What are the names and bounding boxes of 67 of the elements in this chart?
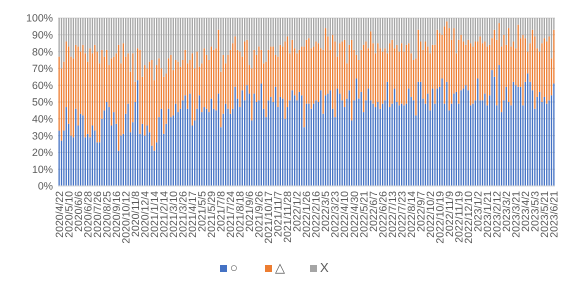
x-tick-label: 2021/7/8 [216,190,228,232]
x-tick-label: 2023/1/21 [482,190,494,238]
y-tick-label: 80% [32,46,53,58]
x-tick-label: 2021/11/7 [272,190,285,237]
x-tick-label: 2022/6/7 [368,190,380,232]
x-tick-label: 2020/11/8 [130,190,142,237]
x-tick-label: 2020/9/16 [110,190,123,238]
y-tick-label: 10% [32,164,53,176]
x-tick-label: 2021/5/29 [206,190,218,238]
y-tick-label: 60% [32,80,53,92]
x-tick-label: 2021/3/26 [177,190,190,238]
x-tick-label: 2022/1/2 [292,190,304,232]
x-tick-label: 2022/11/9 [444,190,456,237]
y-tick-label: 30% [32,130,53,142]
x-tick-label: 2021/9/26 [254,190,266,238]
x-tick-label: 2021/4/17 [187,190,200,238]
x-tick-label: 2023/3/21 [510,190,522,238]
x-tick-label: 2023/1/2 [472,190,484,232]
y-tick-label: 20% [32,147,53,160]
x-tick-label: 2023/2/12 [491,190,504,238]
legend-label: △ [275,260,285,275]
legend-label: X [320,260,329,275]
x-tick-label: 2021/10/17 [263,190,276,244]
x-tick-label: 2022/7/13 [386,190,399,238]
x-tick-label: 2022/3/5 [320,190,332,232]
y-tick-label: 90% [32,29,53,42]
x-tick-label: 2022/4/10 [339,190,352,238]
x-tick-label: 2022/9/7 [415,190,428,232]
x-tick-label: 2021/1/14 [148,190,161,238]
y-tick-label: 100% [26,12,53,25]
x-tick-label: 2022/7/23 [396,190,408,238]
x-tick-label: 2021/11/28 [282,190,294,243]
x-tick-label: 2020/7/26 [92,190,104,238]
x-tick-label: 2021/8/18 [234,190,247,238]
y-tick-label: 50% [32,96,53,109]
x-tick-label: 2021/2/14 [158,190,170,238]
x-tick-label: 2022/2/16 [310,190,323,238]
x-tick-label: 2023/5/21 [539,190,552,238]
x-tick-label: 2020/5/10 [63,190,76,238]
x-tick-label: 2020/4/22 [54,190,66,238]
y-tick-label: 40% [32,113,53,126]
x-tick-label: 2020/6/6 [72,190,85,232]
x-tick-label: 2022/11/19 [453,190,466,243]
x-tick-label: 2022/1/26 [301,190,314,238]
x-tick-label: 2022/3/23 [330,190,342,238]
x-tick-label: 2020/6/28 [82,190,94,238]
x-tick-label: 2021/9/6 [244,190,256,232]
x-tick-label: 2022/10/2 [424,190,437,238]
x-tick-label: 2021/7/24 [225,190,238,238]
x-tick-label: 2020/10/12 [120,190,132,244]
x-tick-label: 2023/3/2 [500,190,513,232]
y-tick-label: 70% [32,63,53,76]
x-tick-label: 2022/8/14 [406,190,418,238]
x-tick-label: 2023/6/21 [548,190,561,238]
x-tick-label: 2020/12/4 [139,190,152,238]
x-tick-label: 2022/12/10 [462,190,475,244]
x-tick-label: 2020/8/25 [101,190,114,238]
x-tick-label: 2023/4/2 [520,190,532,232]
x-tick-label: 2021/5/5 [196,190,209,232]
x-tick-label: 2022/4/30 [348,190,361,238]
x-tick-label: 2021/3/10 [168,190,180,238]
x-tick-label: 2023/5/3 [530,190,542,232]
x-tick-label: 2022/6/26 [377,190,390,238]
legend-label: ○ [230,260,238,275]
y-tick-label: 0% [38,180,53,193]
x-tick-label: 2022/10/19 [434,190,446,244]
x-tick-label: 2022/5/21 [358,190,370,238]
